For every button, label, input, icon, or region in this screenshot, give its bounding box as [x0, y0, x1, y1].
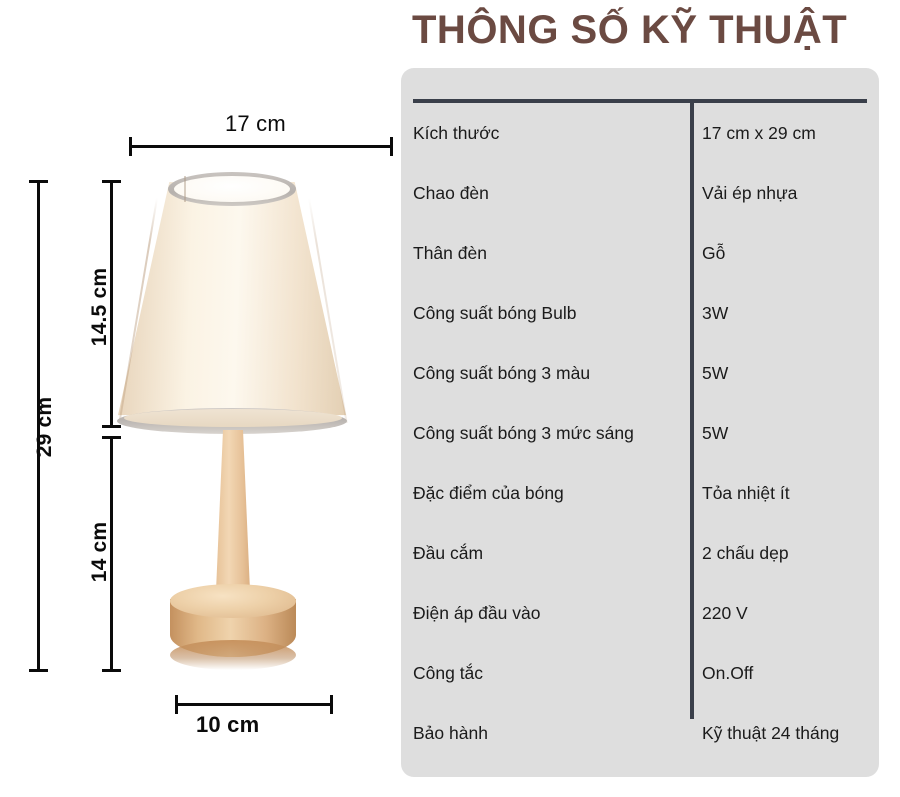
lamp-shade	[117, 172, 348, 434]
spec-value: On.Off	[702, 662, 754, 683]
dimension-line-body-height	[102, 436, 121, 672]
dimension-label-body-height: 14 cm	[88, 521, 111, 583]
spec-value: 5W	[702, 362, 729, 383]
spec-value: 2 chấu dẹp	[702, 542, 789, 563]
table-row: Thân đèn Gỗ	[401, 223, 879, 283]
page-title: THÔNG SỐ KỸ THUẬT	[412, 8, 848, 52]
spec-table-top-rule	[413, 99, 867, 103]
spec-label: Công suất bóng Bulb	[413, 302, 577, 323]
spec-value: Vải ép nhựa	[702, 182, 798, 203]
spec-label: Công tắc	[413, 662, 484, 683]
dimension-line-total-height	[29, 180, 48, 672]
table-row: Kích thước 17 cm x 29 cm	[401, 103, 879, 163]
lamp-base-bottom-edge	[170, 640, 296, 670]
table-row: Công tắc On.Off	[401, 643, 879, 703]
spec-table-column-divider	[690, 103, 694, 719]
lamp-shade-top-opening	[174, 176, 290, 202]
lamp-shade-bottom-rim-inner	[124, 409, 342, 427]
table-row: Công suất bóng 3 mức sáng 5W	[401, 403, 879, 463]
spec-label: Bảo hành	[413, 722, 488, 743]
product-diagram: 17 cm 29 cm 14.5 cm 14 cm 10 cm	[0, 0, 400, 797]
lamp-shade-seam	[184, 176, 186, 202]
dimension-line-shade-height	[102, 180, 121, 428]
spec-value: Kỹ thuật 24 tháng	[702, 722, 840, 743]
table-lamp-illustration	[117, 172, 388, 677]
dimension-line-width-top	[129, 137, 393, 156]
spec-label: Chao đèn	[413, 182, 489, 203]
dimension-label-base-width: 10 cm	[196, 712, 260, 737]
dimension-line-base-width	[175, 695, 333, 714]
dimension-label-shade-height: 14.5 cm	[88, 267, 111, 347]
table-row: Công suất bóng Bulb 3W	[401, 283, 879, 343]
spec-table: Kích thước 17 cm x 29 cm Chao đèn Vải ép nh…	[401, 103, 879, 763]
spec-label: Kích thước	[413, 122, 500, 143]
spec-label: Đặc điểm của bóng	[413, 482, 564, 503]
table-row: Đầu cắm 2 chấu dẹp	[401, 523, 879, 583]
table-row: Bảo hành Kỹ thuật 24 tháng	[401, 703, 879, 763]
spec-value: Tỏa nhiệt ít	[702, 482, 790, 503]
spec-table-panel	[401, 68, 879, 777]
table-row: Công suất bóng 3 màu 5W	[401, 343, 879, 403]
dimension-label-width-top: 17 cm	[225, 111, 286, 136]
spec-value: 3W	[702, 302, 729, 323]
spec-label: Thân đèn	[413, 242, 487, 263]
spec-value: 220 V	[702, 602, 748, 623]
spec-value: 5W	[702, 422, 729, 443]
spec-label: Công suất bóng 3 màu	[413, 362, 591, 383]
spec-label: Đầu cắm	[413, 542, 484, 563]
table-row: Đặc điểm của bóng Tỏa nhiệt ít	[401, 463, 879, 523]
spec-value: Gỗ	[702, 242, 726, 263]
dimension-label-total-height: 29 cm	[33, 396, 56, 458]
spec-label: Điện áp đầu vào	[413, 602, 541, 623]
table-row: Chao đèn Vải ép nhựa	[401, 163, 879, 223]
spec-value: 17 cm x 29 cm	[702, 122, 816, 143]
spec-label: Công suất bóng 3 mức sáng	[413, 422, 634, 443]
table-row: Điện áp đầu vào 220 V	[401, 583, 879, 643]
lamp-base-top	[170, 584, 296, 618]
